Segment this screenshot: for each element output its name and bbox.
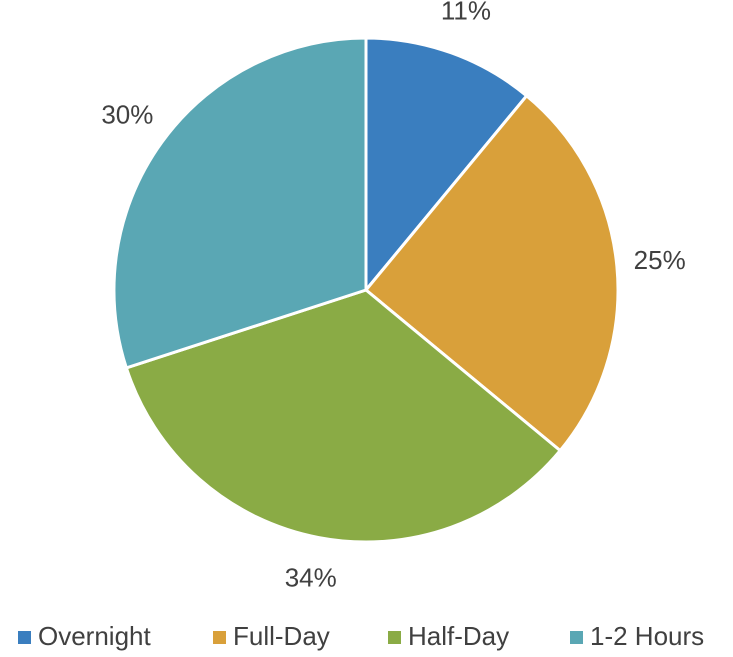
legend-label: Full-Day [233, 621, 330, 651]
data-label: 11% [441, 0, 491, 25]
data-label: 25% [634, 245, 686, 275]
legend-swatch [388, 631, 401, 644]
legend-label: Overnight [38, 621, 151, 651]
data-label: 30% [101, 99, 153, 129]
pie-slice [363, 93, 620, 453]
pie-slice [124, 288, 563, 544]
pie-slice [112, 36, 368, 370]
legend-label: 1-2 Hours [590, 621, 704, 651]
data-label: 34% [285, 563, 337, 593]
legend-label: Half-Day [408, 621, 509, 651]
legend-swatch [213, 631, 226, 644]
legend-swatch [570, 631, 583, 644]
pie-slice [364, 36, 529, 295]
legend-swatch [18, 631, 31, 644]
